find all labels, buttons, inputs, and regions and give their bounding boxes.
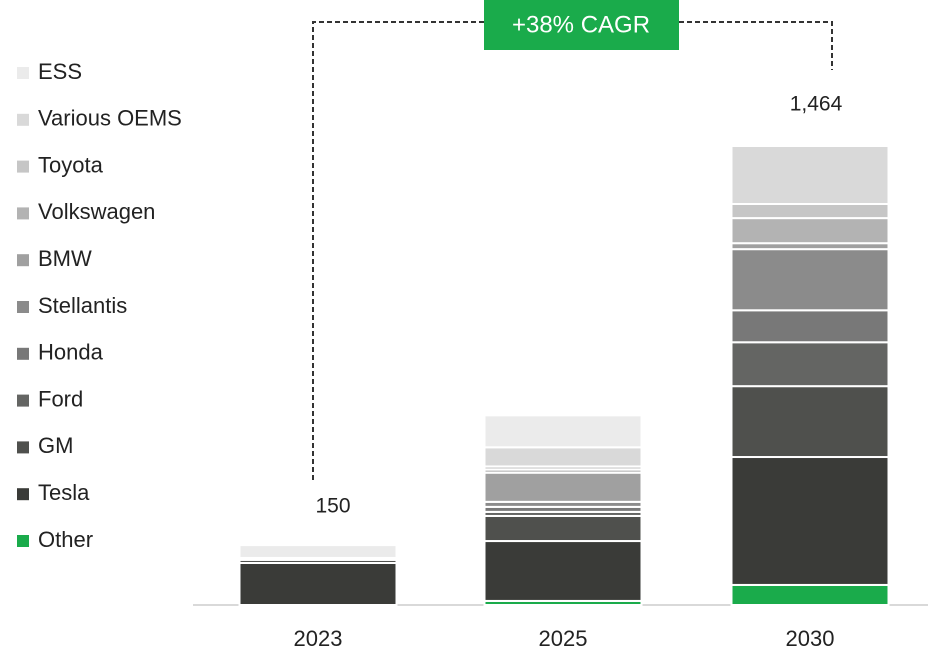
bar-segment: [730, 385, 890, 459]
bar-segment: [483, 540, 643, 602]
legend-label: ESS: [38, 59, 82, 84]
bar-segment: [730, 203, 890, 220]
legend-swatch: [17, 394, 29, 407]
legend-label: Honda: [38, 340, 104, 365]
bar-segment: [730, 456, 890, 586]
legend-label: Volkswagen: [38, 199, 155, 224]
legend-swatch: [17, 441, 29, 454]
legend-label: Other: [38, 527, 93, 552]
legend-label: GM: [38, 433, 73, 458]
bar-segment: [730, 309, 890, 344]
legend-swatch: [17, 254, 29, 267]
cagr-connector: [312, 21, 833, 480]
legend-swatch: [17, 207, 29, 220]
legend-swatch: [17, 301, 29, 313]
legend-swatch: [17, 67, 29, 79]
total-label: 1,464: [790, 93, 843, 116]
x-tick-label: 2025: [539, 626, 588, 651]
cagr-label: +38% CAGR: [512, 11, 650, 38]
legend-label: Various OEMS: [38, 106, 182, 131]
bar-segment: [483, 414, 643, 449]
bar-segment: [483, 446, 643, 468]
legend-swatch: [17, 347, 29, 360]
bar-segment: [730, 248, 890, 312]
legend-label: Tesla: [38, 480, 90, 505]
legend-swatch: [17, 113, 29, 126]
bar-segment: [238, 544, 398, 559]
bar-segment: [483, 514, 643, 543]
bar-segment: [730, 145, 890, 206]
legend-swatch: [17, 488, 29, 501]
bar-segment: [730, 583, 890, 607]
legend-label: BMW: [38, 246, 92, 271]
bar-segment: [238, 561, 398, 607]
x-tick-label: 2030: [786, 626, 835, 651]
bar-segment: [483, 471, 643, 503]
legend-label: Toyota: [38, 152, 104, 177]
bar-segment: [730, 217, 890, 245]
legend-label: Stellantis: [38, 293, 127, 318]
legend-swatch: [17, 160, 29, 173]
cagr-box: [484, 0, 679, 50]
bar-segment: [730, 341, 890, 388]
legend-label: Ford: [38, 386, 83, 411]
legend-swatch: [17, 535, 29, 547]
total-label: 150: [315, 495, 350, 518]
x-tick-label: 2023: [294, 626, 343, 651]
